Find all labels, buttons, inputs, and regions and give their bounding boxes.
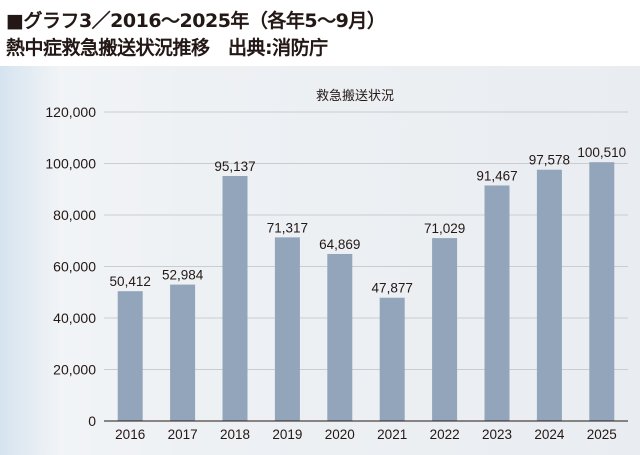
x-tick-label: 2021 bbox=[377, 427, 407, 442]
y-tick-label: 120,000 bbox=[45, 104, 96, 120]
bar-2018 bbox=[222, 176, 248, 421]
chart-panel bbox=[0, 66, 640, 455]
bar-2017 bbox=[170, 284, 196, 421]
bar-2021 bbox=[379, 297, 405, 421]
x-tick-label: 2016 bbox=[115, 427, 145, 442]
y-tick-label: 40,000 bbox=[53, 310, 96, 326]
y-tick-label: 100,000 bbox=[45, 156, 96, 172]
y-tick-label: 20,000 bbox=[53, 362, 96, 378]
x-tick-label: 2024 bbox=[534, 427, 565, 442]
bar-2022 bbox=[432, 238, 458, 421]
data-label-2020: 64,869 bbox=[319, 237, 360, 252]
x-tick-label: 2019 bbox=[272, 427, 302, 442]
x-tick-label: 2020 bbox=[325, 427, 355, 442]
data-label-2025: 100,510 bbox=[577, 145, 626, 160]
x-tick-label: 2023 bbox=[482, 427, 512, 442]
data-label-2016: 50,412 bbox=[110, 274, 151, 289]
data-label-2018: 95,137 bbox=[214, 159, 255, 174]
bar-2020 bbox=[327, 253, 353, 421]
data-labels: 50,412 52,984 95,137 71,317 64,869 47,877 71,0… bbox=[110, 145, 627, 296]
y-axis-ticks: 0 20,000 40,000 60,000 80,000 100,000 120,000 bbox=[45, 104, 96, 429]
data-label-2022: 71,029 bbox=[424, 221, 465, 236]
y-tick-label: 80,000 bbox=[53, 207, 96, 223]
x-tick-label: 2025 bbox=[587, 427, 617, 442]
data-label-2021: 47,877 bbox=[372, 281, 413, 296]
x-tick-label: 2022 bbox=[430, 427, 460, 442]
bar-2023 bbox=[484, 185, 510, 421]
bar-2016 bbox=[117, 291, 143, 421]
bar-2025 bbox=[589, 162, 615, 421]
bars bbox=[117, 162, 615, 421]
figure-subtitle: 熱中症救急搬送状況推移 出典:消防庁 bbox=[6, 37, 328, 59]
data-label-2023: 91,467 bbox=[476, 168, 517, 183]
chart-title: 救急搬送状況 bbox=[316, 88, 394, 104]
x-axis-ticks: 2016 2017 2018 2019 2020 2021 2022 2023 2024 2025 bbox=[115, 427, 617, 442]
data-label-2019: 71,317 bbox=[267, 220, 308, 235]
y-tick-label: 60,000 bbox=[53, 259, 96, 275]
data-label-2017: 52,984 bbox=[162, 268, 204, 283]
figure-title: ■グラフ3／2016～2025年（各年5～9月） bbox=[6, 10, 386, 32]
x-tick-label: 2018 bbox=[220, 427, 250, 442]
bar-2019 bbox=[274, 237, 300, 421]
bar-2024 bbox=[536, 169, 562, 421]
x-tick-label: 2017 bbox=[168, 427, 198, 442]
data-label-2024: 97,578 bbox=[529, 153, 570, 168]
y-tick-label: 0 bbox=[88, 413, 96, 429]
